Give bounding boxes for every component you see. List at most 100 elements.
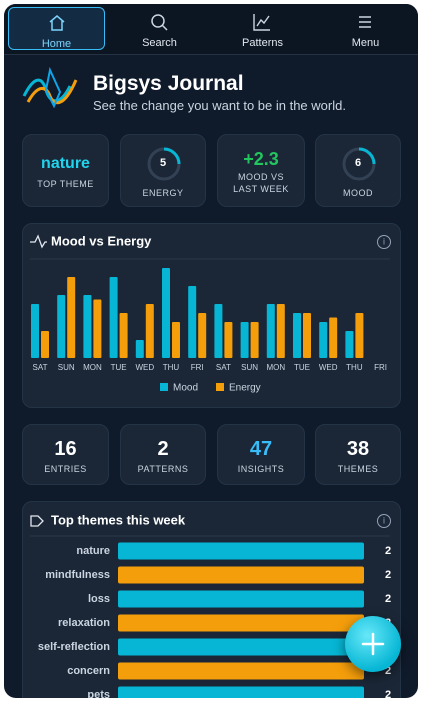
bar	[118, 662, 364, 680]
chart-title: Top themes this week	[51, 512, 186, 527]
value-label: 2	[385, 593, 391, 605]
bar	[118, 614, 364, 632]
count-label: THEMES	[337, 464, 379, 474]
patterns-icon	[253, 14, 270, 31]
bar	[135, 340, 144, 358]
category-label: concern	[67, 665, 110, 677]
x-tick-label: SUN	[241, 363, 258, 372]
category-label: nature	[76, 545, 110, 557]
count-value: 2	[157, 438, 169, 460]
bar	[214, 304, 223, 358]
count-label: ENTRIES	[44, 464, 87, 474]
svg-text:i: i	[383, 236, 385, 246]
stat-label: MOOD VS LAST WEEK	[233, 172, 289, 194]
nav-menu[interactable]: Menu	[317, 7, 414, 50]
bar	[319, 322, 328, 358]
stat-card: +2.3 MOOD VS LAST WEEK	[217, 134, 305, 207]
bar	[118, 566, 364, 584]
value-label: 2	[385, 665, 391, 677]
count-label: PATTERNS	[137, 464, 189, 474]
x-tick-label: SAT	[33, 363, 48, 372]
bar	[118, 542, 364, 560]
value-label: 2	[385, 689, 391, 698]
x-tick-label: MON	[83, 363, 102, 372]
bar	[93, 299, 102, 358]
category-label: relaxation	[58, 617, 110, 629]
bar	[41, 331, 49, 358]
legend-swatch	[160, 383, 168, 391]
home-icon	[49, 15, 65, 31]
count-value: 47	[249, 438, 273, 460]
bar	[266, 304, 275, 358]
app-subtitle: See the change you want to be in the wor…	[93, 98, 346, 113]
nav-search[interactable]: Search	[111, 7, 208, 50]
legend-label: Energy	[229, 383, 261, 394]
bar	[303, 313, 311, 358]
stat-value: 5	[159, 157, 167, 169]
nav-bar: Home Search Patterns Menu	[4, 4, 418, 55]
x-tick-label: WED	[319, 363, 338, 372]
bar	[355, 313, 364, 358]
count-value: 16	[54, 438, 77, 460]
charts: i Mood vs Energy i Top themes this week …	[30, 233, 391, 698]
stat-value: 6	[354, 157, 362, 169]
svg-text:i: i	[383, 515, 385, 525]
stat-label: TOP THEME	[37, 179, 94, 189]
bar	[276, 304, 285, 358]
x-tick-label: SUN	[58, 363, 75, 372]
count-card: 47 INSIGHTS	[217, 424, 305, 485]
stat-card: 5 ENERGY	[120, 134, 206, 207]
bar	[118, 686, 364, 698]
bar	[172, 322, 180, 358]
category-label: pets	[87, 689, 110, 698]
legend-swatch	[216, 383, 224, 391]
nav-label: Menu	[351, 37, 380, 49]
category-label: mindfulness	[45, 569, 110, 581]
legend-label: Mood	[173, 383, 198, 394]
count-card: 38 THEMES	[315, 424, 401, 485]
bar	[329, 317, 338, 358]
stat-value: +2.3	[243, 149, 279, 169]
bar	[240, 322, 249, 358]
category-label: self-reflection	[38, 641, 110, 653]
bar	[145, 304, 154, 358]
bar	[67, 277, 76, 358]
nav-patterns[interactable]: Patterns	[214, 7, 311, 50]
x-tick-label: THU	[346, 363, 363, 372]
bar	[109, 277, 118, 358]
ring	[147, 147, 181, 181]
bar	[250, 322, 259, 358]
bar	[57, 295, 66, 358]
bar	[345, 331, 354, 358]
bar	[118, 638, 364, 656]
bar	[224, 322, 233, 358]
nav-label: Search	[142, 37, 177, 49]
x-tick-label: WED	[135, 363, 154, 372]
stat-label: ENERGY	[142, 188, 184, 198]
menu-icon	[359, 16, 371, 28]
app-frame: Home Search Patterns Menu Bigsys Journal…	[4, 4, 418, 698]
ring	[342, 147, 376, 181]
count-card: 16 ENTRIES	[22, 424, 109, 485]
chart-title: Mood vs Energy	[51, 233, 152, 248]
stat-value: nature	[41, 155, 90, 172]
bar	[188, 286, 197, 358]
value-label: 2	[385, 569, 391, 581]
value-label: 2	[385, 545, 391, 557]
bar	[162, 268, 170, 358]
x-tick-label: FRI	[191, 363, 204, 372]
add-button[interactable]	[345, 616, 401, 672]
x-tick-label: TUE	[294, 363, 310, 372]
nav-home[interactable]: Home	[8, 7, 105, 50]
bar	[119, 313, 128, 358]
stat-card: 6 MOOD	[315, 134, 401, 207]
count-label: INSIGHTS	[237, 464, 285, 474]
x-tick-label: SAT	[216, 363, 231, 372]
bar	[31, 304, 39, 358]
bar	[198, 313, 207, 358]
bar	[118, 590, 364, 608]
stat-card: nature TOP THEME	[22, 134, 109, 207]
nav-label: Home	[41, 38, 72, 50]
x-tick-label: THU	[163, 363, 180, 372]
category-label: loss	[88, 593, 110, 605]
